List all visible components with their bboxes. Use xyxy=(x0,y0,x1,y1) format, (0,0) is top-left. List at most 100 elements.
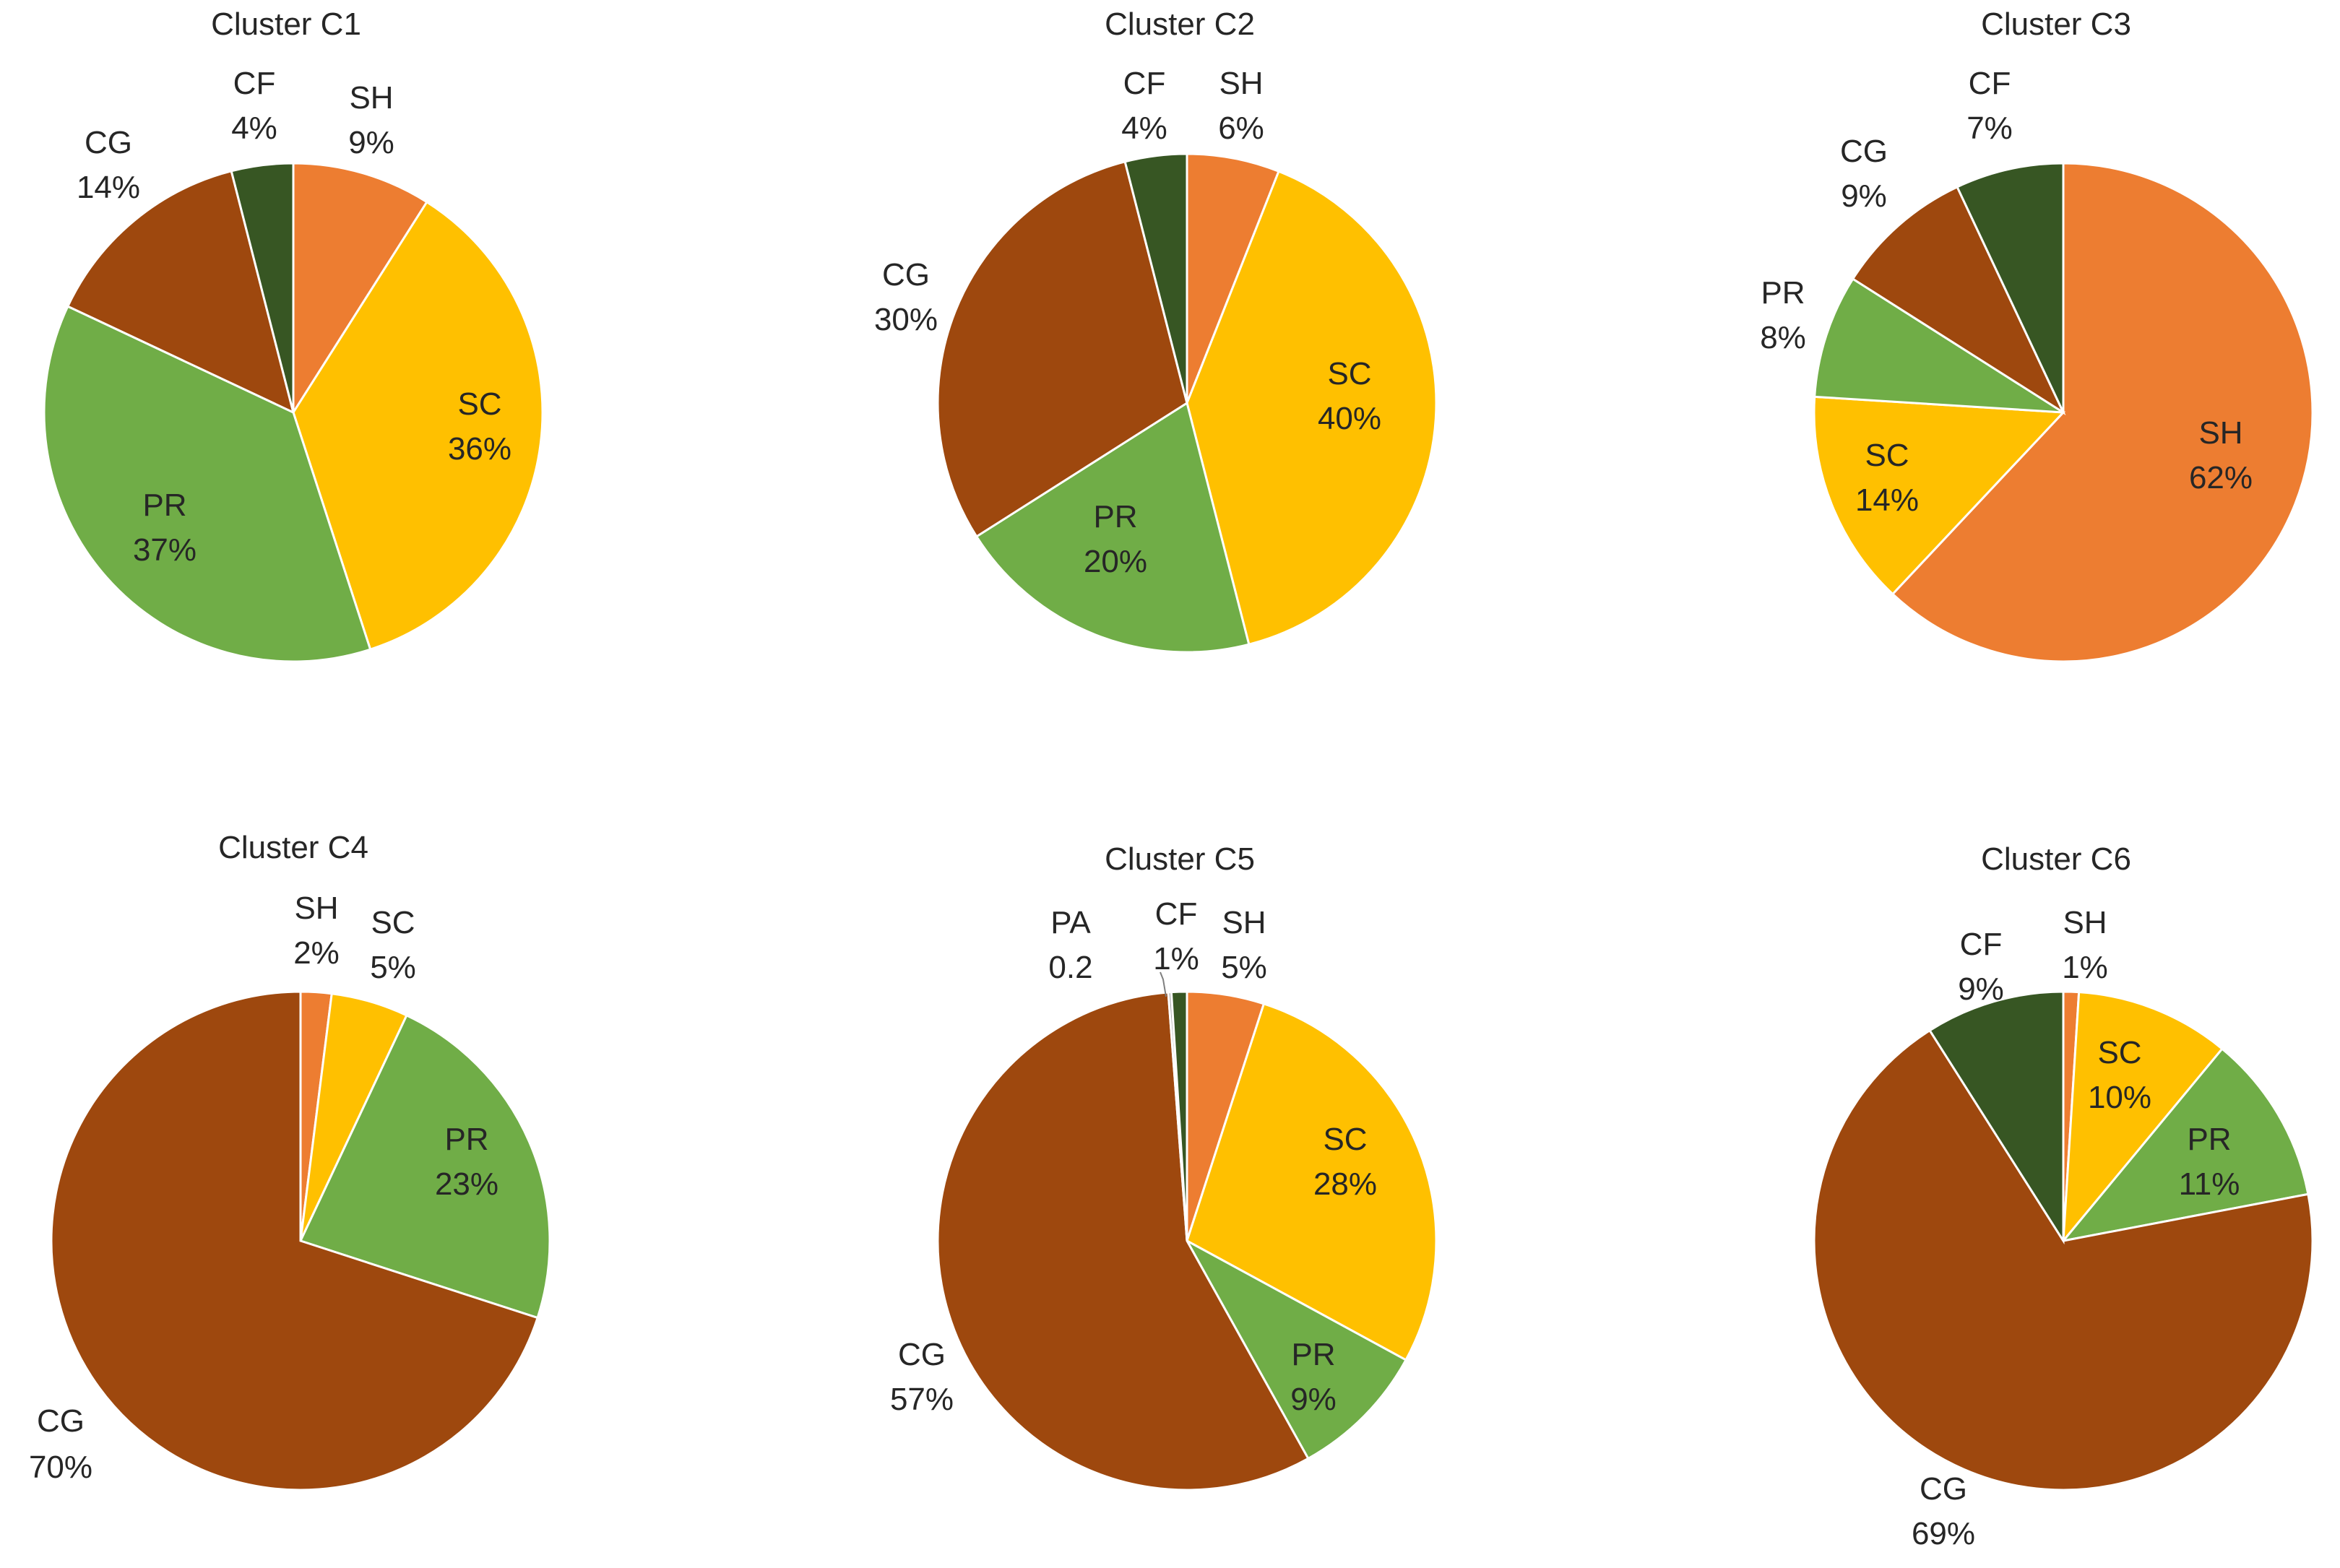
pie-slice-pr xyxy=(43,305,372,663)
slice-value-label: 4% xyxy=(1121,111,1167,146)
pie-slice-cg xyxy=(66,170,295,415)
pie-slice-cg xyxy=(936,160,1188,538)
slice-name-label: CG xyxy=(85,125,132,160)
chart-title: Cluster C3 xyxy=(1981,7,2131,42)
pie-slice-cg xyxy=(1851,185,2066,416)
pie-slice-sc xyxy=(1186,170,1438,646)
slice-value-label: 37% xyxy=(133,532,197,568)
slice-value-label: 14% xyxy=(1855,482,1919,518)
slice-name-label: SC xyxy=(371,905,415,940)
slice-value-label: 28% xyxy=(1313,1166,1377,1202)
slice-value-label: 9% xyxy=(1841,178,1887,214)
slice-value-label: 36% xyxy=(448,431,511,467)
chart-title: Cluster C5 xyxy=(1105,841,1255,877)
pie-chart-6: Cluster C6 SH 1% SC 10% PR 11% CG 69% CF 9% xyxy=(1813,841,2314,1551)
pie-slice-cg xyxy=(936,991,1310,1491)
slice-value-label: 9% xyxy=(1290,1382,1337,1417)
pie-slice-cf xyxy=(1123,152,1188,404)
slice-name-label: SH xyxy=(1222,905,1266,940)
slice-value-label: 1% xyxy=(2062,950,2108,985)
slice-value-label: 23% xyxy=(435,1166,498,1202)
slice-name-label: CG xyxy=(898,1337,946,1372)
slice-value-label: 69% xyxy=(1912,1516,1975,1551)
pie-chart-3: Cluster C3 SH 62% SC 14% PR 8% CG 9% CF 7% xyxy=(1760,7,2314,663)
slice-name-label: SH xyxy=(349,80,393,116)
slice-value-label: 30% xyxy=(874,302,938,337)
slice-name-label: PR xyxy=(1093,499,1137,534)
slice-name-label: CG xyxy=(882,257,930,293)
pie-chart-4: Cluster C4 SH 2% SC 5% PR 23% CG 70% xyxy=(29,830,551,1491)
slice-value-label: 14% xyxy=(77,170,140,205)
pie-slice-pr xyxy=(1813,277,2064,414)
pie-slice-cf xyxy=(1928,990,2065,1245)
slice-name-label: PR xyxy=(444,1122,488,1157)
chart-title: Cluster C6 xyxy=(1981,841,2131,877)
slice-value-label: 9% xyxy=(1958,971,2004,1007)
slice-value-label: 6% xyxy=(1218,111,1264,146)
pie-slice-cf xyxy=(230,162,295,413)
chart-title: Cluster C4 xyxy=(218,830,368,865)
leader-line xyxy=(1160,971,1167,997)
slice-name-label: CG xyxy=(1920,1471,1967,1507)
slice-name-label: SC xyxy=(1865,438,1909,473)
slice-name-label: CF xyxy=(233,66,276,101)
pie-slice-cg xyxy=(1813,1028,2314,1491)
slice-value-label: 8% xyxy=(1760,320,1806,355)
slice-value-label: 5% xyxy=(370,950,416,985)
pie-slice-pr xyxy=(2060,1047,2310,1243)
slice-name-label: CF xyxy=(1123,66,1166,101)
pie-chart-2: Cluster C2 SH 6% SC 40% PR 20% CG 30% CF 4% xyxy=(874,7,1438,654)
slice-name-label: CF xyxy=(1155,896,1198,932)
pie-slice-cg xyxy=(50,990,540,1491)
slice-value-label: 10% xyxy=(2088,1080,2151,1115)
slice-name-label: SH xyxy=(294,891,338,926)
slice-name-label: CF xyxy=(1969,66,2011,101)
pie-chart-1: Cluster C1 SH 9% SC 36% PR 37% CG 14% CF 4% xyxy=(43,7,544,663)
slice-name-label: SC xyxy=(1327,356,1371,391)
slice-name-label: SH xyxy=(1219,66,1263,101)
pie-chart-5: Cluster C5 SH 5% SC 28% PR 9% CG 57% PA 0.2 CF 1% xyxy=(890,841,1438,1491)
chart-title: Cluster C1 xyxy=(211,7,361,42)
slice-name-label: PR xyxy=(1761,275,1805,311)
slice-value-label: 57% xyxy=(890,1382,954,1417)
slice-name-label: PR xyxy=(142,488,186,523)
pie-slice-sc xyxy=(1813,395,2066,596)
slice-value-label: 11% xyxy=(2179,1166,2240,1202)
slice-name-label: CG xyxy=(37,1403,85,1439)
slice-value-label: 20% xyxy=(1084,544,1147,579)
slice-value-label: 4% xyxy=(231,111,277,146)
pie-slice-sh xyxy=(292,162,428,417)
slice-name-label: SC xyxy=(457,386,501,422)
pie-slice-sc xyxy=(2062,991,2224,1244)
pie-slice-cf xyxy=(1956,162,2065,413)
slice-value-label: 40% xyxy=(1318,401,1381,436)
slice-name-label: SC xyxy=(2097,1035,2141,1070)
pie-slice-sc xyxy=(292,200,544,651)
slice-value-label: 2% xyxy=(293,935,340,971)
slice-value-label: 0.2 xyxy=(1048,950,1092,985)
pie-slice-cf xyxy=(1170,990,1188,1242)
slice-value-label: 1% xyxy=(1153,941,1199,976)
pie-slice-sh xyxy=(1891,162,2314,663)
slice-name-label: CG xyxy=(1840,134,1888,169)
slice-value-label: 5% xyxy=(1221,950,1267,985)
slice-value-label: 7% xyxy=(1966,111,2013,146)
slice-value-label: 9% xyxy=(348,125,394,160)
slice-name-label: PR xyxy=(2187,1122,2231,1157)
slice-name-label: SH xyxy=(2063,905,2107,940)
chart-title: Cluster C2 xyxy=(1105,7,1255,42)
pie-slice-sc xyxy=(1186,1002,1438,1361)
slice-name-label: SC xyxy=(1323,1122,1367,1157)
pie-slice-pr xyxy=(975,401,1251,654)
slice-name-label: SH xyxy=(2198,415,2242,451)
pie-slice-sh xyxy=(1186,152,1280,404)
pie-slice-pr xyxy=(298,1013,551,1320)
slice-value-label: 62% xyxy=(2189,460,2253,495)
slice-name-label: PA xyxy=(1050,905,1091,940)
slice-name-label: PR xyxy=(1291,1337,1335,1372)
slice-name-label: CF xyxy=(1960,927,2003,962)
slice-value-label: 70% xyxy=(29,1450,92,1485)
pie-slice-pr xyxy=(1184,1238,1408,1460)
